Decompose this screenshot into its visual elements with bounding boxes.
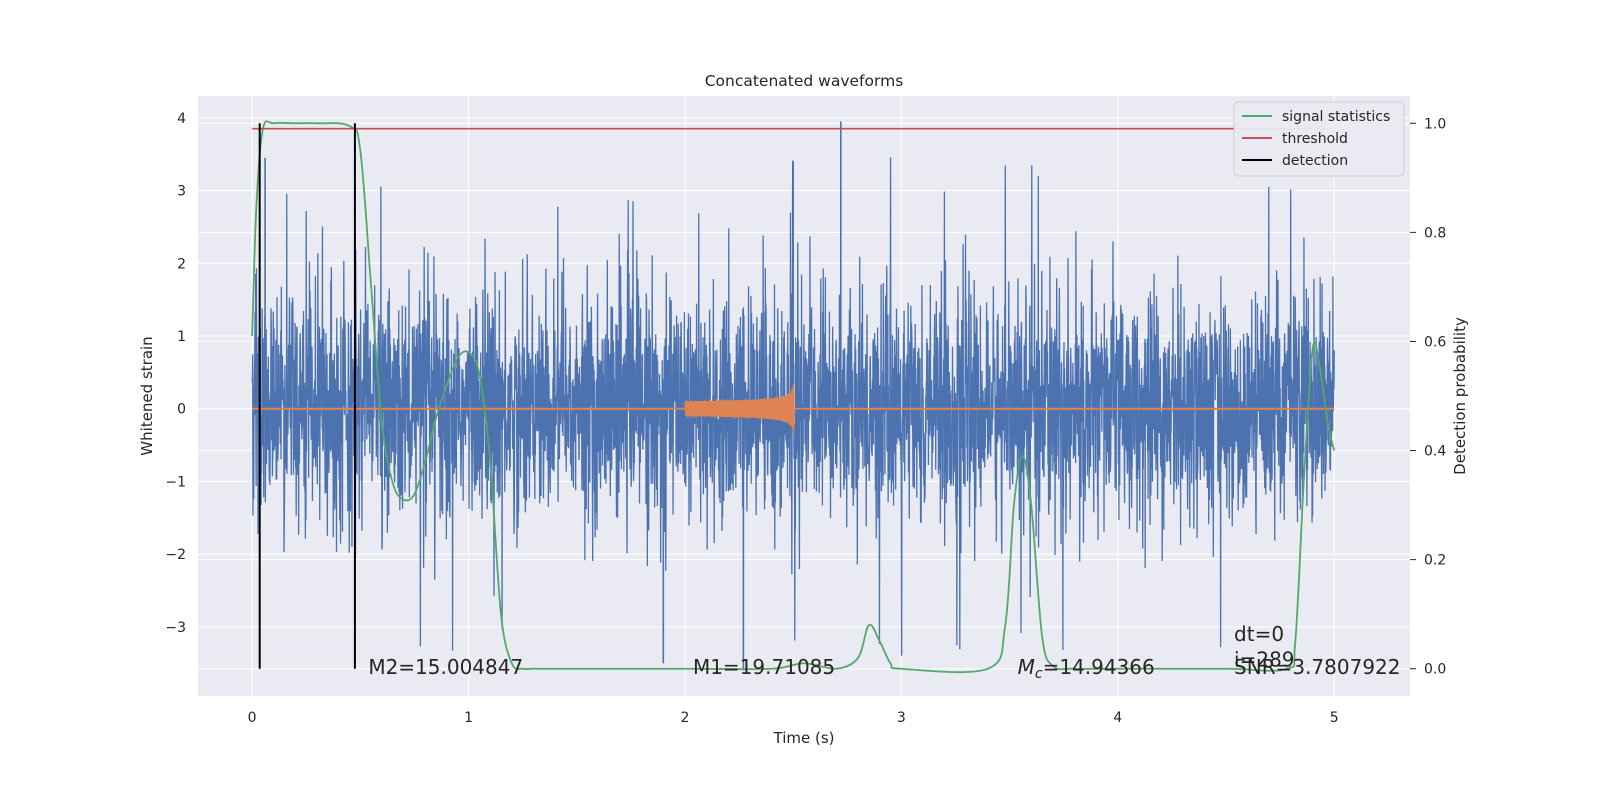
annotation-text: M1=19.71085 (693, 655, 835, 679)
injection-line (684, 384, 804, 434)
legend-label: threshold (1282, 131, 1348, 147)
annotations: M2=15.004847 M1=19.71085 Mc=14.94366 dt=0i=… (368, 622, 1400, 682)
y-tick-label: 3 (177, 184, 186, 200)
legend-label: signal statistics (1282, 109, 1390, 125)
annotation-text: M2=15.004847 (368, 655, 523, 679)
legend-box (1233, 101, 1405, 177)
y-tick-label: 4 (177, 111, 186, 127)
x-tick-label: 0 (248, 710, 257, 726)
y2-tick-label: 0.6 (1424, 334, 1446, 350)
legend: signal statistics threshold detection (1233, 101, 1405, 177)
x-tick-label: 5 (1330, 710, 1339, 726)
chart-title: Concatenated waveforms (705, 72, 904, 90)
y-tick-label: −3 (165, 620, 186, 636)
y2-tick-label: 0.8 (1424, 225, 1446, 241)
y2-tick-label: 0.0 (1424, 662, 1446, 678)
y-tick-label: 1 (177, 329, 186, 345)
x-tick-label: 4 (1113, 710, 1122, 726)
annotation-text: dt=0 (1234, 622, 1284, 646)
y-tick-label: 0 (177, 402, 186, 418)
injection-series (252, 384, 1335, 434)
y-axis-label: Whitened strain (138, 336, 156, 455)
annotation-text: Mc=14.94366 (1018, 655, 1155, 682)
legend-label: detection (1282, 153, 1348, 169)
y2-tick-label: 0.2 (1424, 553, 1446, 569)
ticks: 0 1 2 3 4 5 −3 −2 −1 0 1 2 3 4 0.0 0.2 0.4 0.6 0.8 1.0 (165, 111, 1446, 726)
detection-series (258, 123, 356, 669)
y2-tick-label: 1.0 (1424, 116, 1446, 132)
annotation-text: SNR=3.7807922 (1234, 655, 1400, 679)
annotation-text: i=289 (1234, 648, 1295, 672)
x-tick-label: 1 (464, 710, 473, 726)
y-tick-label: −1 (165, 474, 186, 490)
x-tick-label: 2 (681, 710, 690, 726)
y2-tick-label: 0.4 (1424, 444, 1446, 460)
y-tick-label: −2 (165, 547, 186, 563)
signal-statistics-series (251, 120, 1336, 674)
x-axis-label: Time (s) (773, 729, 835, 747)
y2-axis-label: Detection probability (1451, 317, 1469, 475)
y-tick-label: 2 (177, 256, 186, 272)
signal-statistics-line (251, 120, 1336, 674)
x-tick-label: 3 (897, 710, 906, 726)
